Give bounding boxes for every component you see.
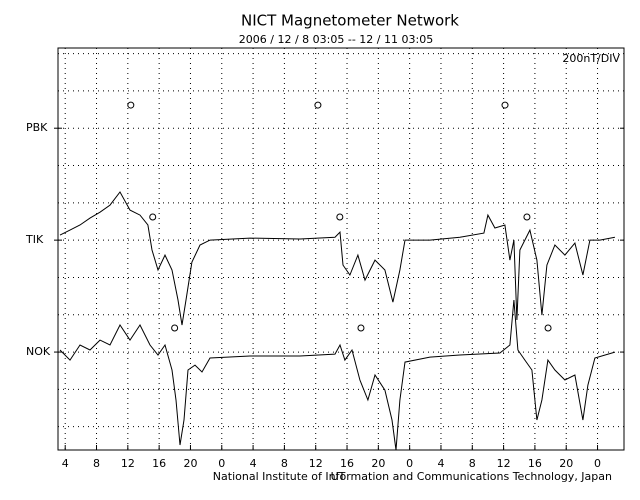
midnight-marker	[523, 213, 531, 221]
x-tick-label: 16	[152, 457, 166, 470]
footer: National Institute of Information and Co…	[213, 470, 612, 483]
x-axis-label: UT	[331, 470, 346, 483]
midnight-marker	[314, 101, 322, 109]
y-tick-label: TIK	[25, 233, 44, 246]
y-tick-label: NOK	[26, 345, 51, 358]
chart-title: NICT Magnetometer Network	[241, 12, 459, 30]
x-tick-label: 20	[183, 457, 197, 470]
x-tick-label: 4	[250, 457, 257, 470]
midnight-marker	[501, 101, 509, 109]
x-tick-label: 0	[406, 457, 413, 470]
y-tick-label: PBK	[26, 121, 48, 134]
x-tick-label: 16	[528, 457, 542, 470]
x-tick-label: 4	[437, 457, 444, 470]
x-tick-label: 8	[93, 457, 100, 470]
scale-label: 200nT/DIV	[562, 52, 620, 65]
x-tick-label: 12	[497, 457, 511, 470]
x-tick-label: 4	[62, 457, 69, 470]
midnight-marker	[149, 213, 157, 221]
x-tick-label: 8	[469, 457, 476, 470]
x-tick-label: 12	[121, 457, 135, 470]
trace	[59, 299, 616, 450]
midnight-marker	[171, 324, 179, 332]
midnight-marker	[127, 101, 135, 109]
x-tick-label: 8	[281, 457, 288, 470]
trace	[59, 191, 615, 326]
x-tick-label: 0	[218, 457, 225, 470]
midnight-marker	[357, 324, 365, 332]
x-tick-label: 12	[309, 457, 323, 470]
x-tick-label: 16	[340, 457, 354, 470]
midnight-marker	[544, 324, 552, 332]
plot-frame	[57, 47, 625, 451]
x-tick-label: 0	[594, 457, 601, 470]
chart-subtitle: 2006 / 12 / 8 03:05 -- 12 / 11 03:05	[239, 33, 433, 46]
midnight-marker	[336, 213, 344, 221]
x-tick-label: 20	[559, 457, 573, 470]
x-tick-label: 20	[371, 457, 385, 470]
